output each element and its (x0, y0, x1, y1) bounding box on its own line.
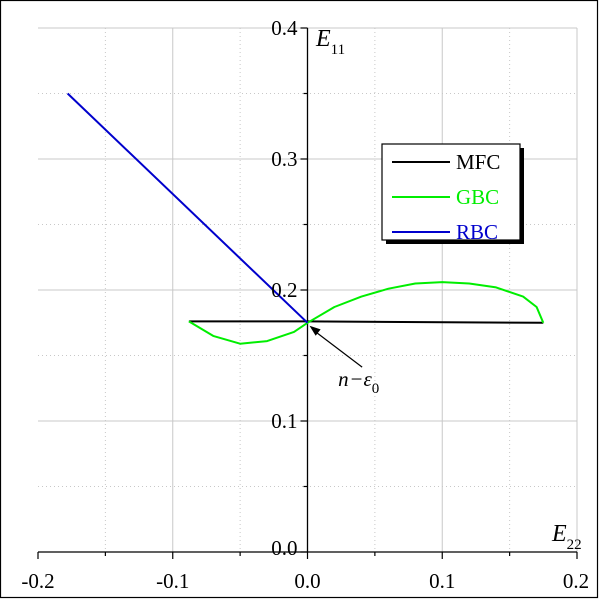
axes (37, 27, 578, 559)
annotation-label: n−ε0 (338, 367, 379, 397)
annotation-arrow (315, 331, 363, 368)
y-tick-label: 0.1 (271, 409, 297, 433)
y-tick-label: 0.3 (271, 147, 297, 171)
series-line-rbc (66, 92, 309, 324)
tick-labels: -0.2 -0.1 0.0 0.1 0.2 0.0 0.1 0.2 0.3 0.4 (21, 16, 589, 593)
x-tick-label: -0.1 (156, 569, 189, 593)
legend-box (381, 143, 521, 241)
series-group (66, 92, 545, 345)
legend: MFC GBC RBC (381, 143, 524, 244)
y-tick-label: 0.0 (271, 536, 297, 560)
legend-label-gbc: GBC (456, 185, 499, 209)
y-axis-title: E11 (315, 26, 345, 58)
annotation-arrowhead (309, 325, 321, 336)
x-tick-label: 0.2 (563, 569, 589, 593)
x-tick-label: 0.0 (294, 569, 320, 593)
series-line-gbc (188, 281, 545, 345)
legend-label-mfc: MFC (456, 150, 500, 174)
y-tick-label: 0.4 (271, 16, 298, 40)
y-tick-label: 0.2 (271, 278, 297, 302)
series-line-mfc (188, 320, 544, 324)
legend-label-rbc: RBC (456, 220, 498, 244)
x-tick-label: -0.2 (21, 569, 54, 593)
x-axis-title: E22 (551, 521, 582, 553)
x-tick-label: 0.1 (429, 569, 455, 593)
annotation: n−ε0 (309, 325, 379, 397)
